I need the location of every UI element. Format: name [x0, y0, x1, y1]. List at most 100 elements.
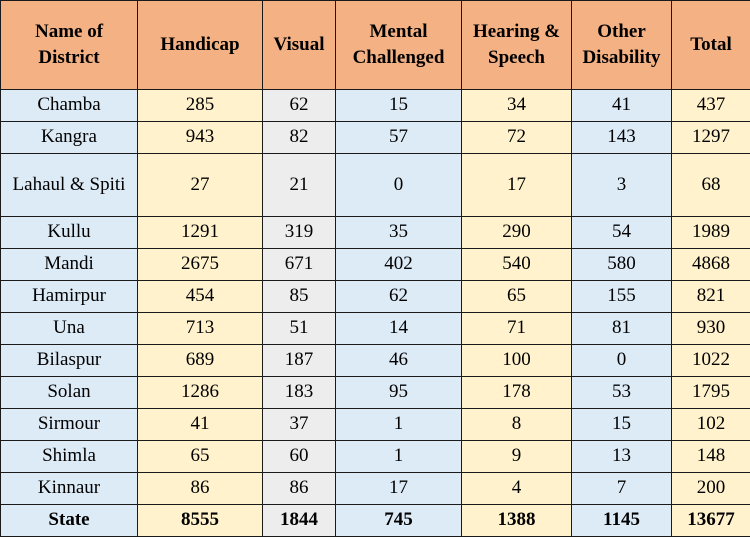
hearing-cell: 17	[462, 154, 572, 217]
mental-cell: 14	[336, 313, 462, 345]
hearing-cell: 65	[462, 281, 572, 313]
other-cell: 54	[572, 217, 672, 249]
hearing-cell: 8	[462, 409, 572, 441]
hearing-cell: 178	[462, 377, 572, 409]
visual-cell: 85	[263, 281, 336, 313]
visual-cell: 319	[263, 217, 336, 249]
visual-cell: 82	[263, 122, 336, 154]
district-cell: Una	[1, 313, 138, 345]
other-cell: 81	[572, 313, 672, 345]
district-cell: Solan	[1, 377, 138, 409]
total-cell: 148	[672, 441, 750, 473]
total-cell: 200	[672, 473, 750, 505]
hearing-cell: 9	[462, 441, 572, 473]
visual-cell: 671	[263, 249, 336, 281]
total-cell: 4868	[672, 249, 750, 281]
mental-cell: 15	[336, 90, 462, 122]
header-total: Total	[672, 1, 750, 90]
visual-cell: 51	[263, 313, 336, 345]
other-cell: 3	[572, 154, 672, 217]
handicap-cell: 689	[138, 345, 263, 377]
total-cell: 437	[672, 90, 750, 122]
header-mental: Mental Challenged	[336, 1, 462, 90]
district-cell: Shimla	[1, 441, 138, 473]
total-cell: 1297	[672, 122, 750, 154]
total-cell: 821	[672, 281, 750, 313]
mental-cell: 0	[336, 154, 462, 217]
visual-cell: 86	[263, 473, 336, 505]
handicap-cell: 943	[138, 122, 263, 154]
hearing-cell: 4	[462, 473, 572, 505]
other-cell: 41	[572, 90, 672, 122]
mental-cell: 1	[336, 441, 462, 473]
hearing-cell: 290	[462, 217, 572, 249]
handicap-cell: 713	[138, 313, 263, 345]
mental-cell: 57	[336, 122, 462, 154]
other-cell: 53	[572, 377, 672, 409]
total-cell: 102	[672, 409, 750, 441]
other-cell: 143	[572, 122, 672, 154]
mental-cell: 17	[336, 473, 462, 505]
other-cell: 0	[572, 345, 672, 377]
visual-cell: 60	[263, 441, 336, 473]
handicap-cell: 41	[138, 409, 263, 441]
handicap-cell: 2675	[138, 249, 263, 281]
other-cell: 7	[572, 473, 672, 505]
header-district: Name of District	[1, 1, 138, 90]
other-cell: 13	[572, 441, 672, 473]
district-cell: Chamba	[1, 90, 138, 122]
hearing-cell: 100	[462, 345, 572, 377]
district-cell: Bilaspur	[1, 345, 138, 377]
mental-cell: 95	[336, 377, 462, 409]
mental-cell: 402	[336, 249, 462, 281]
other-cell: 15	[572, 409, 672, 441]
other-cell: 580	[572, 249, 672, 281]
hearing-cell: 540	[462, 249, 572, 281]
district-cell: Kinnaur	[1, 473, 138, 505]
header-other: Other Disability	[572, 1, 672, 90]
visual-cell: 187	[263, 345, 336, 377]
visual-cell: 62	[263, 90, 336, 122]
header-handicap: Handicap	[138, 1, 263, 90]
mental-cell: 46	[336, 345, 462, 377]
handicap-cell: 86	[138, 473, 263, 505]
total-cell: 1989	[672, 217, 750, 249]
visual-cell: 37	[263, 409, 336, 441]
handicap-cell: 454	[138, 281, 263, 313]
other-cell: 155	[572, 281, 672, 313]
hearing-cell: 34	[462, 90, 572, 122]
total-cell: 1022	[672, 345, 750, 377]
header-visual: Visual	[263, 1, 336, 90]
district-cell: Mandi	[1, 249, 138, 281]
handicap-cell: 285	[138, 90, 263, 122]
total-cell: 1795	[672, 377, 750, 409]
mental-cell: 62	[336, 281, 462, 313]
handicap-cell: 65	[138, 441, 263, 473]
header-hearing: Hearing & Speech	[462, 1, 572, 90]
visual-cell: 21	[263, 154, 336, 217]
handicap-cell: 1291	[138, 217, 263, 249]
handicap-cell: 1286	[138, 377, 263, 409]
visual-cell: 183	[263, 377, 336, 409]
mental-cell: 35	[336, 217, 462, 249]
handicap-cell: 27	[138, 154, 263, 217]
total-cell: 68	[672, 154, 750, 217]
header-row: Name of District Handicap Visual Mental …	[1, 1, 750, 90]
total-cell: 930	[672, 313, 750, 345]
district-cell: Sirmour	[1, 409, 138, 441]
district-cell: Kullu	[1, 217, 138, 249]
hearing-cell: 71	[462, 313, 572, 345]
